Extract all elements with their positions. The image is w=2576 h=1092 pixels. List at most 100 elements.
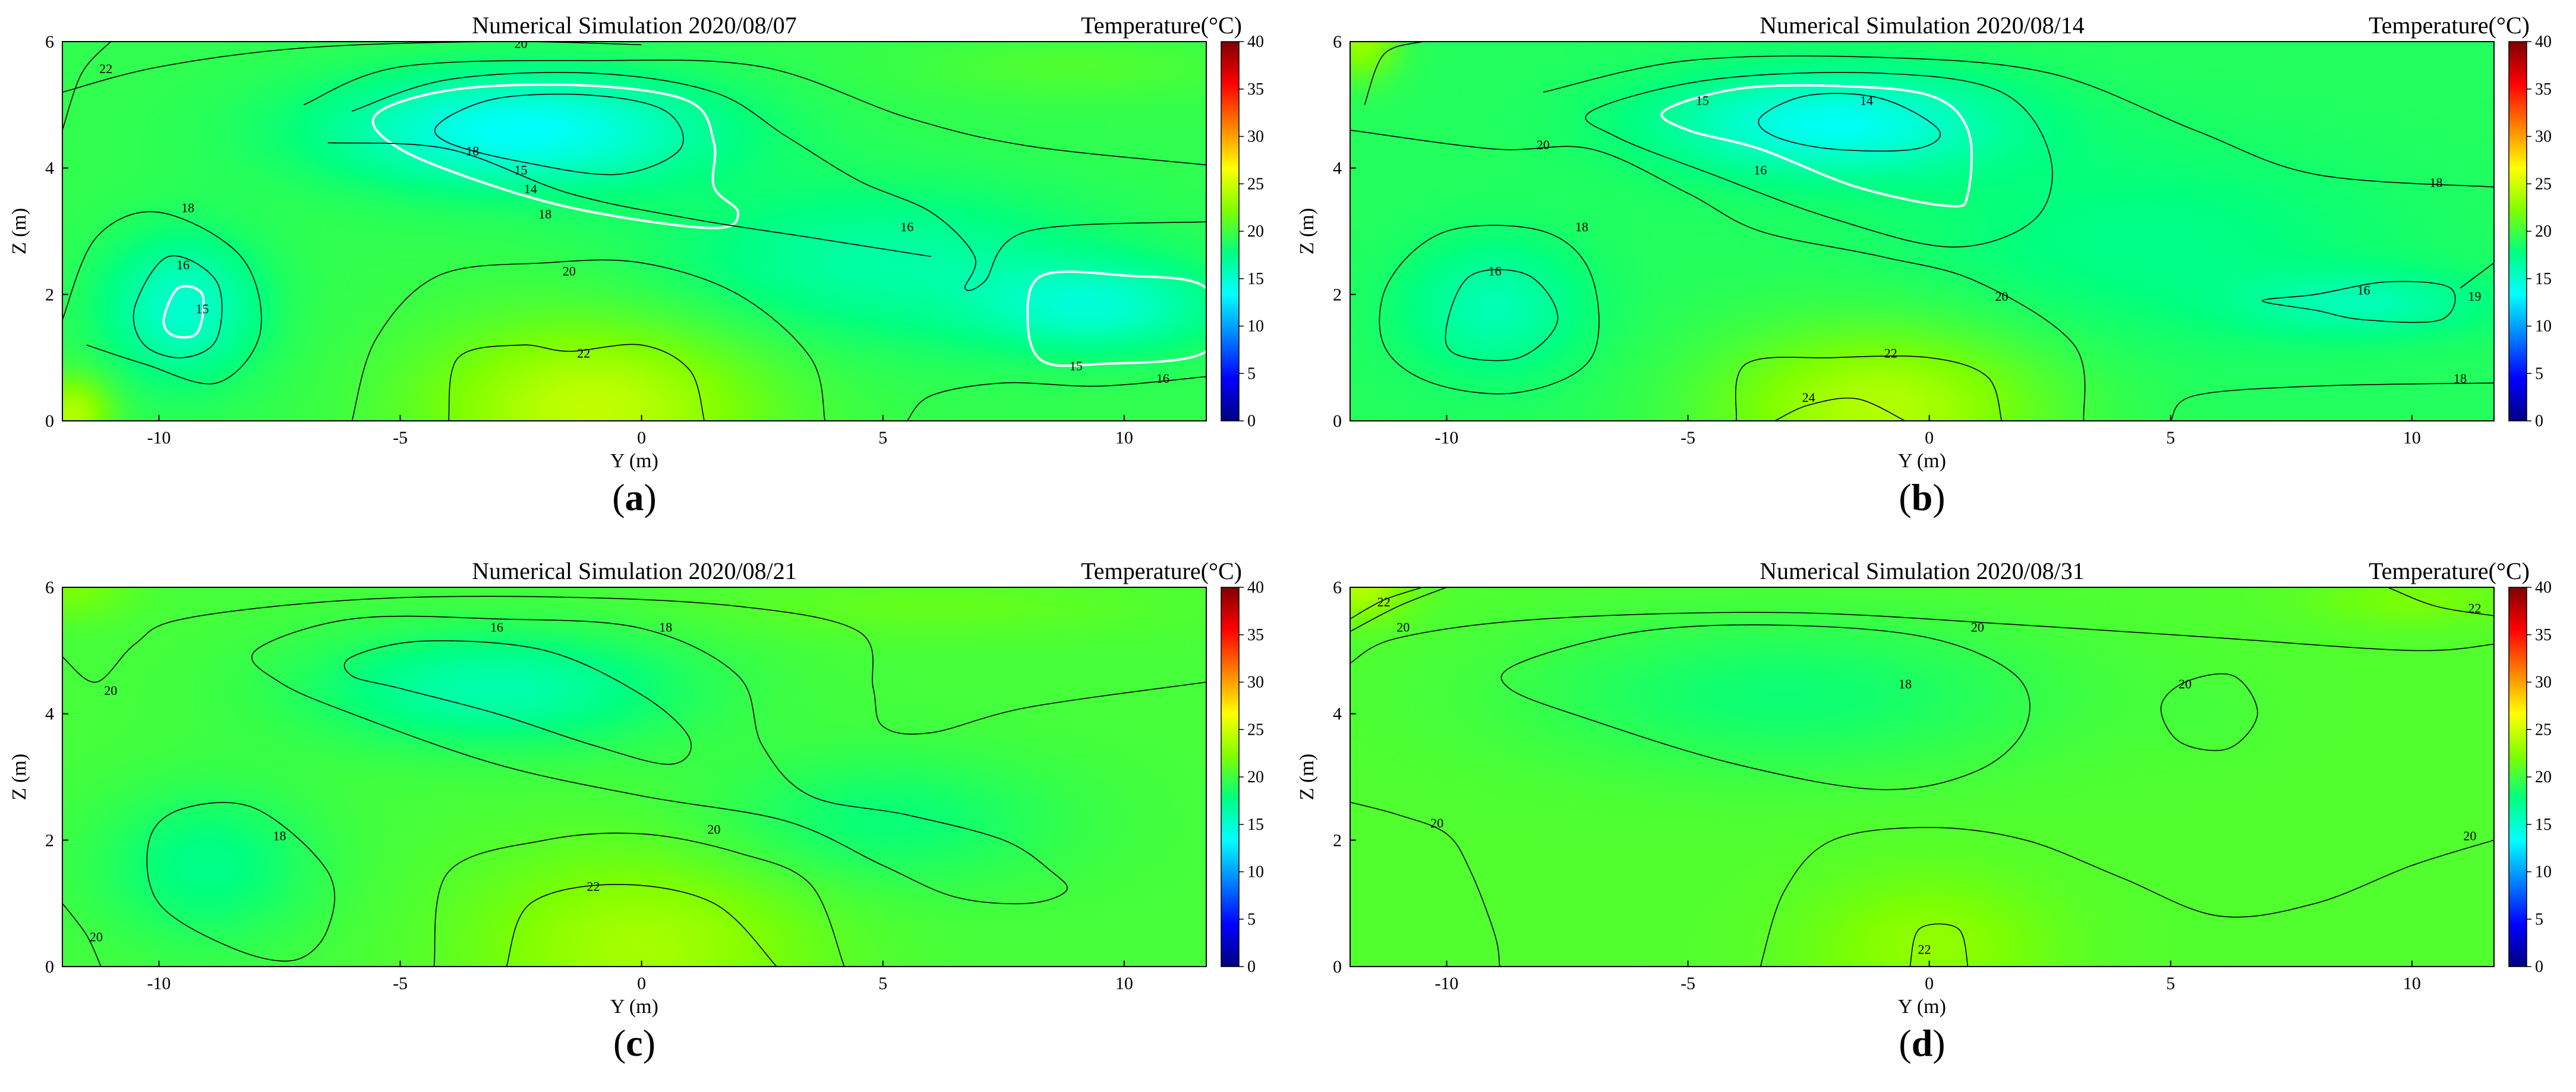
colorbar-tick-label: 30: [2535, 128, 2552, 146]
contour-label: 22: [99, 61, 112, 76]
contour-line: [62, 211, 262, 385]
contour-line: [2170, 382, 2494, 421]
contour-label: 14: [524, 181, 537, 196]
contour-line: [433, 832, 845, 967]
contour-label: 20: [90, 929, 103, 944]
x-axis-label: Y (m): [610, 996, 658, 1018]
chart-svg: Numerical Simulation 2020/08/14 Temperatu…: [1296, 12, 2552, 472]
colorbar-tick-label: 40: [1247, 578, 1264, 597]
contour-line: [303, 59, 1206, 166]
y-tick-label: 6: [1333, 578, 1342, 597]
colorbar-tick-label: 15: [1247, 270, 1264, 288]
colorbar-tick-label: 10: [1247, 317, 1264, 336]
x-tick-label: 0: [1925, 428, 1934, 448]
x-tick-label: 10: [1115, 428, 1133, 448]
y-tick-label: 0: [45, 957, 54, 977]
contour-line: [2160, 673, 2258, 751]
contour-line: [1774, 397, 1906, 421]
colorbar-tick-label: 35: [2535, 626, 2552, 644]
chart-title: Numerical Simulation 2020/08/14: [1760, 12, 2085, 39]
chart-svg: Numerical Simulation 2020/08/21 Temperatu…: [8, 558, 1264, 1018]
contour-label: 18: [2430, 175, 2443, 190]
colorbar-tick-label: 20: [1247, 222, 1264, 241]
heatmap-field: [62, 587, 1206, 967]
colorbar-tick-label: 10: [2535, 317, 2552, 336]
panel-letter: a: [625, 476, 644, 518]
contour-label: 20: [2463, 828, 2476, 843]
contour-label: 18: [1575, 219, 1588, 234]
panel-letter: c: [626, 1022, 643, 1064]
contour-group: 18 20 20 20 20 22 22 22 20: [1350, 587, 2494, 967]
contour-label: 20: [1995, 289, 2009, 304]
x-tick-label: 5: [878, 974, 887, 993]
colorbar-tick-label: 0: [1247, 958, 1256, 976]
contour-label: 18: [538, 207, 551, 222]
chart-svg: Numerical Simulation 2020/08/07 Temperatu…: [8, 12, 1264, 472]
panel-b: Numerical Simulation 2020/08/14 Temperatu…: [1288, 0, 2575, 546]
contour-label: 22: [1377, 594, 1391, 609]
contour-label: 22: [1884, 346, 1897, 361]
contour-label: 20: [2178, 676, 2192, 691]
contour-line: [1909, 923, 1969, 967]
panel-label: (b): [1899, 476, 1946, 518]
contour-label: 18: [273, 828, 286, 843]
contour-line: [1379, 225, 1600, 395]
contour-label: 19: [2468, 289, 2482, 304]
x-tick-label: 0: [637, 428, 646, 448]
chart-title: Numerical Simulation 2020/08/21: [472, 558, 797, 584]
panel-d: Numerical Simulation 2020/08/31 Temperatu…: [1288, 546, 2575, 1091]
x-tick-label: 0: [1925, 974, 1934, 993]
y-tick-label: 2: [45, 285, 54, 304]
colorbar-tick-label: 15: [1247, 816, 1264, 834]
contour-label: 15: [1070, 358, 1083, 373]
y-tick-label: 6: [1333, 32, 1342, 52]
contour-label: 24: [1802, 390, 1815, 405]
contour-label: 16: [1489, 263, 1502, 278]
colorbar-tick-label: 30: [1247, 128, 1264, 146]
x-tick-label: 0: [637, 974, 646, 993]
contour-line: [434, 93, 684, 175]
colorbar-tick-label: 25: [2535, 175, 2552, 193]
contour-label: 16: [2357, 282, 2370, 297]
contour-line: [2388, 587, 2494, 616]
colorbar-tick-label: 30: [2535, 674, 2552, 692]
colorbar: [2508, 41, 2527, 421]
colorbar-tick-label: 5: [1247, 910, 1256, 929]
x-tick-label: 10: [1115, 974, 1133, 993]
panel-a: Numerical Simulation 2020/08/07 Temperatu…: [0, 0, 1288, 546]
contour-line: [371, 83, 740, 229]
contour-line: [62, 903, 102, 967]
colorbar-tick-label: 20: [2535, 768, 2552, 786]
contour-label: 18: [181, 200, 194, 215]
contour-line: [62, 42, 111, 131]
colorbar-tick-label: 40: [2535, 578, 2552, 597]
contour-label: 22: [587, 879, 600, 893]
colorbar: [1221, 41, 1240, 421]
contour-label: 22: [1918, 942, 1931, 957]
contour-line: [1758, 93, 1941, 152]
contour-line: [1350, 801, 1500, 967]
x-axis-label: Y (m): [1898, 996, 1946, 1018]
contour-line: [448, 344, 705, 421]
heatmap-field: [1350, 587, 2494, 967]
y-tick-label: 0: [1333, 411, 1342, 431]
contour-label: 16: [490, 619, 503, 634]
contour-label: 16: [1754, 162, 1767, 177]
contour-line: [1500, 624, 2030, 791]
contour-label: 22: [577, 346, 590, 361]
y-axis-label: Z (m): [1296, 208, 1318, 254]
contour-label: 20: [1396, 619, 1410, 634]
contour-line: [1760, 827, 2494, 967]
contour-label: 20: [563, 263, 576, 278]
contour-line: [343, 640, 692, 765]
colorbar-tick-label: 0: [2535, 412, 2543, 430]
x-tick-label: 10: [2403, 428, 2421, 448]
contour-label: 15: [1696, 93, 1709, 108]
contour-line: [327, 142, 932, 257]
plot-frame: [62, 587, 1207, 967]
heatmap-field: [1350, 42, 2494, 421]
x-axis-label: Y (m): [610, 450, 658, 472]
contour-line: [506, 883, 777, 967]
x-tick-label: -5: [393, 974, 408, 993]
